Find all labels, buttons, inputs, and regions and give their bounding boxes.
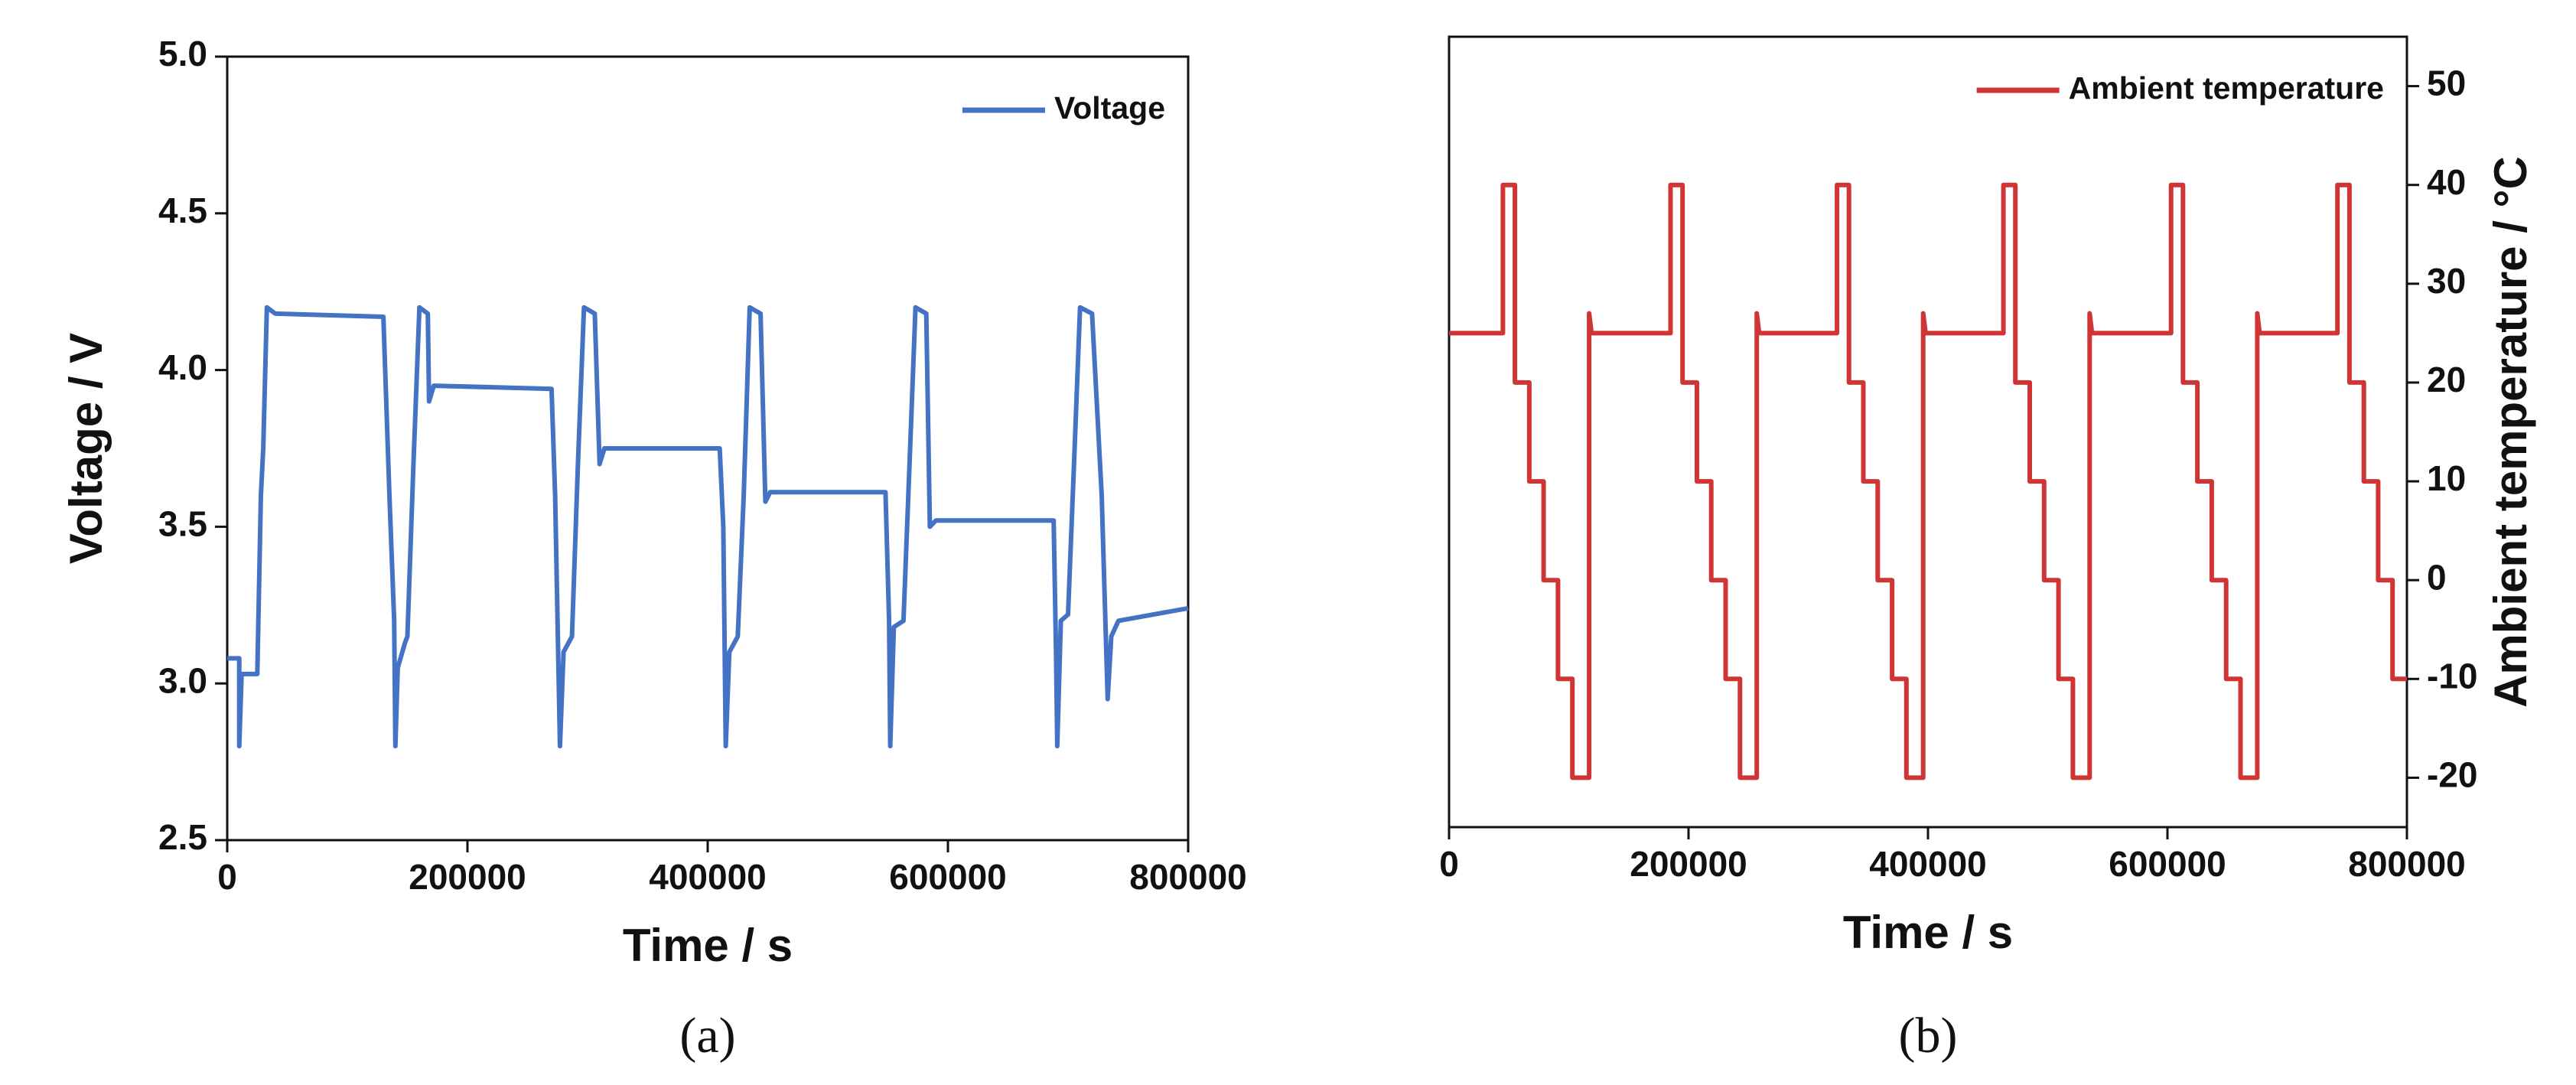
x-tick-label: 0	[217, 857, 237, 897]
y-tick-label: 10	[2427, 458, 2466, 498]
x-tick-label: 600000	[2109, 844, 2226, 884]
x-tick-label: 400000	[1869, 844, 1987, 884]
y-tick-label: 0	[2427, 557, 2447, 597]
y-tick-label: 3.5	[158, 504, 207, 544]
caption: (a)	[679, 1008, 735, 1064]
x-axis-label: Time / s	[1843, 907, 2013, 958]
x-tick-label: 400000	[649, 857, 767, 897]
x-axis-label: Time / s	[623, 920, 793, 971]
y-axis-label: Voltage / V	[60, 333, 112, 564]
y-tick-label: 5.0	[158, 34, 207, 73]
x-tick-label: 200000	[1630, 844, 1747, 884]
x-tick-label: 200000	[409, 857, 526, 897]
y-tick-label: 50	[2427, 64, 2466, 103]
y-tick-label: 30	[2427, 261, 2466, 301]
y-tick-label: -10	[2427, 656, 2477, 696]
x-tick-label: 0	[1439, 844, 1459, 884]
x-tick-label: 600000	[889, 857, 1007, 897]
data-line	[227, 305, 1189, 749]
legend-label: Voltage	[1054, 90, 1165, 125]
y-tick-label: 4.0	[158, 347, 207, 387]
y-tick-label: 20	[2427, 360, 2466, 399]
data-line	[1449, 182, 2407, 780]
plot-frame	[1448, 35, 2408, 829]
y-tick-label: 4.5	[158, 191, 207, 230]
y-axis-label: Ambient temperature / °C	[2485, 156, 2536, 708]
y-tick-label: 3.0	[158, 660, 207, 700]
y-tick-label: 2.5	[158, 817, 207, 857]
x-tick-label: 800000	[1129, 857, 1247, 897]
y-tick-label: 40	[2427, 162, 2466, 202]
legend-label: Ambient temperature	[2069, 70, 2384, 106]
caption: (b)	[1899, 1008, 1958, 1064]
y-tick-label: -20	[2427, 755, 2477, 795]
x-tick-label: 800000	[2348, 844, 2466, 884]
